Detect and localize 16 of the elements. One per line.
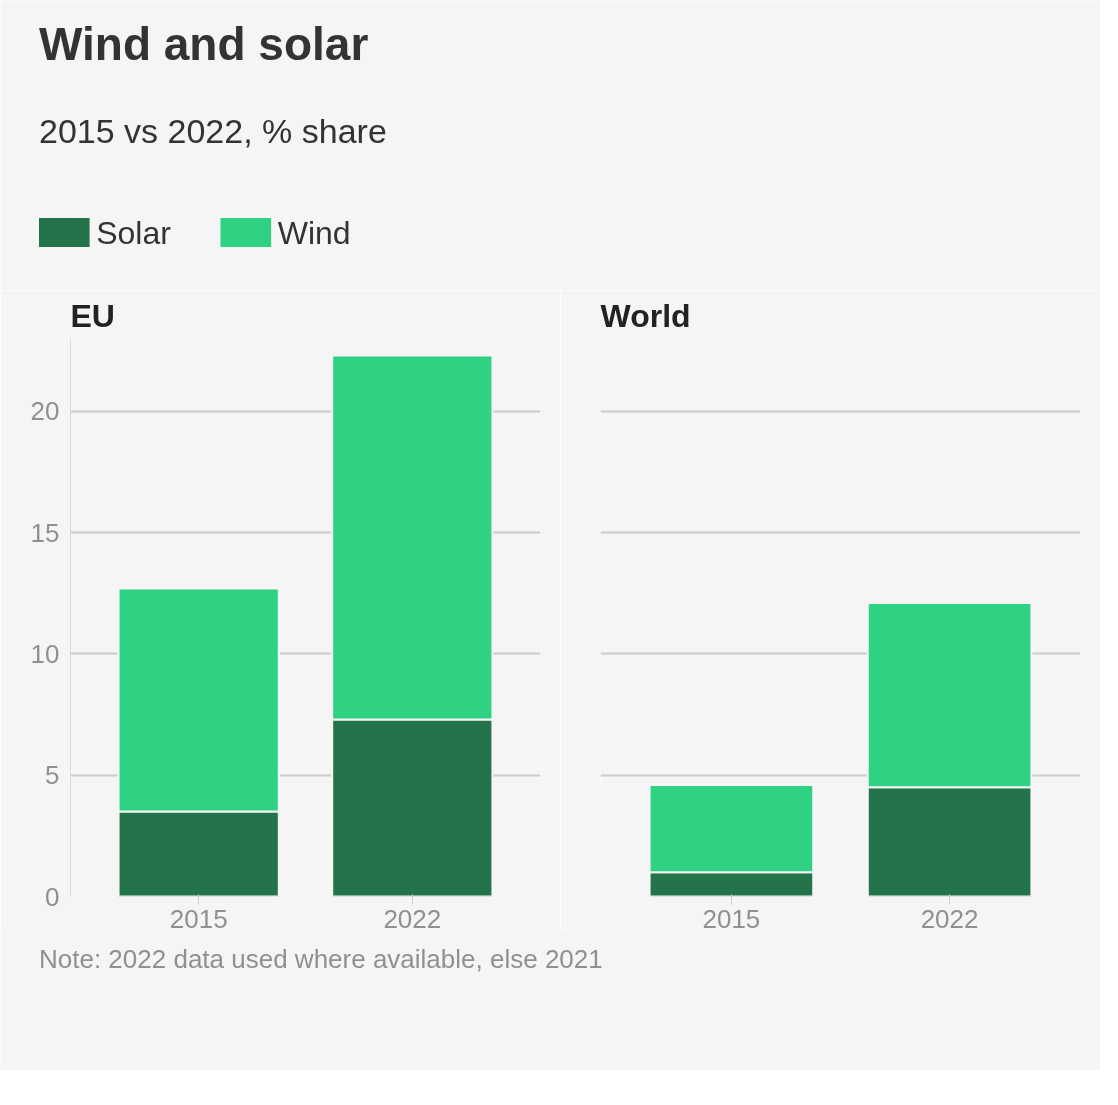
x-tick-label: 2022 (920, 903, 979, 934)
y-tick-label: 5 (45, 760, 60, 791)
x-tick-label: 2015 (169, 903, 228, 934)
legend-label: Wind (277, 214, 351, 251)
y-tick-label: 10 (30, 638, 60, 669)
y-tick-label: 15 (30, 517, 60, 548)
text: Note: 2022 data used where available, else 2021 (39, 943, 603, 974)
x-tick-label: 2022 (383, 903, 442, 934)
y-tick-label: 0 (45, 881, 60, 912)
text: Wind and solar (39, 18, 369, 70)
legend-label: Solar (96, 214, 172, 251)
chart-title: World (600, 297, 691, 334)
text: 2015 vs 2022, % share (39, 112, 387, 150)
chart-title: EU (70, 297, 115, 334)
y-tick-label: 20 (30, 396, 60, 427)
x-tick-label: 2015 (702, 903, 761, 934)
